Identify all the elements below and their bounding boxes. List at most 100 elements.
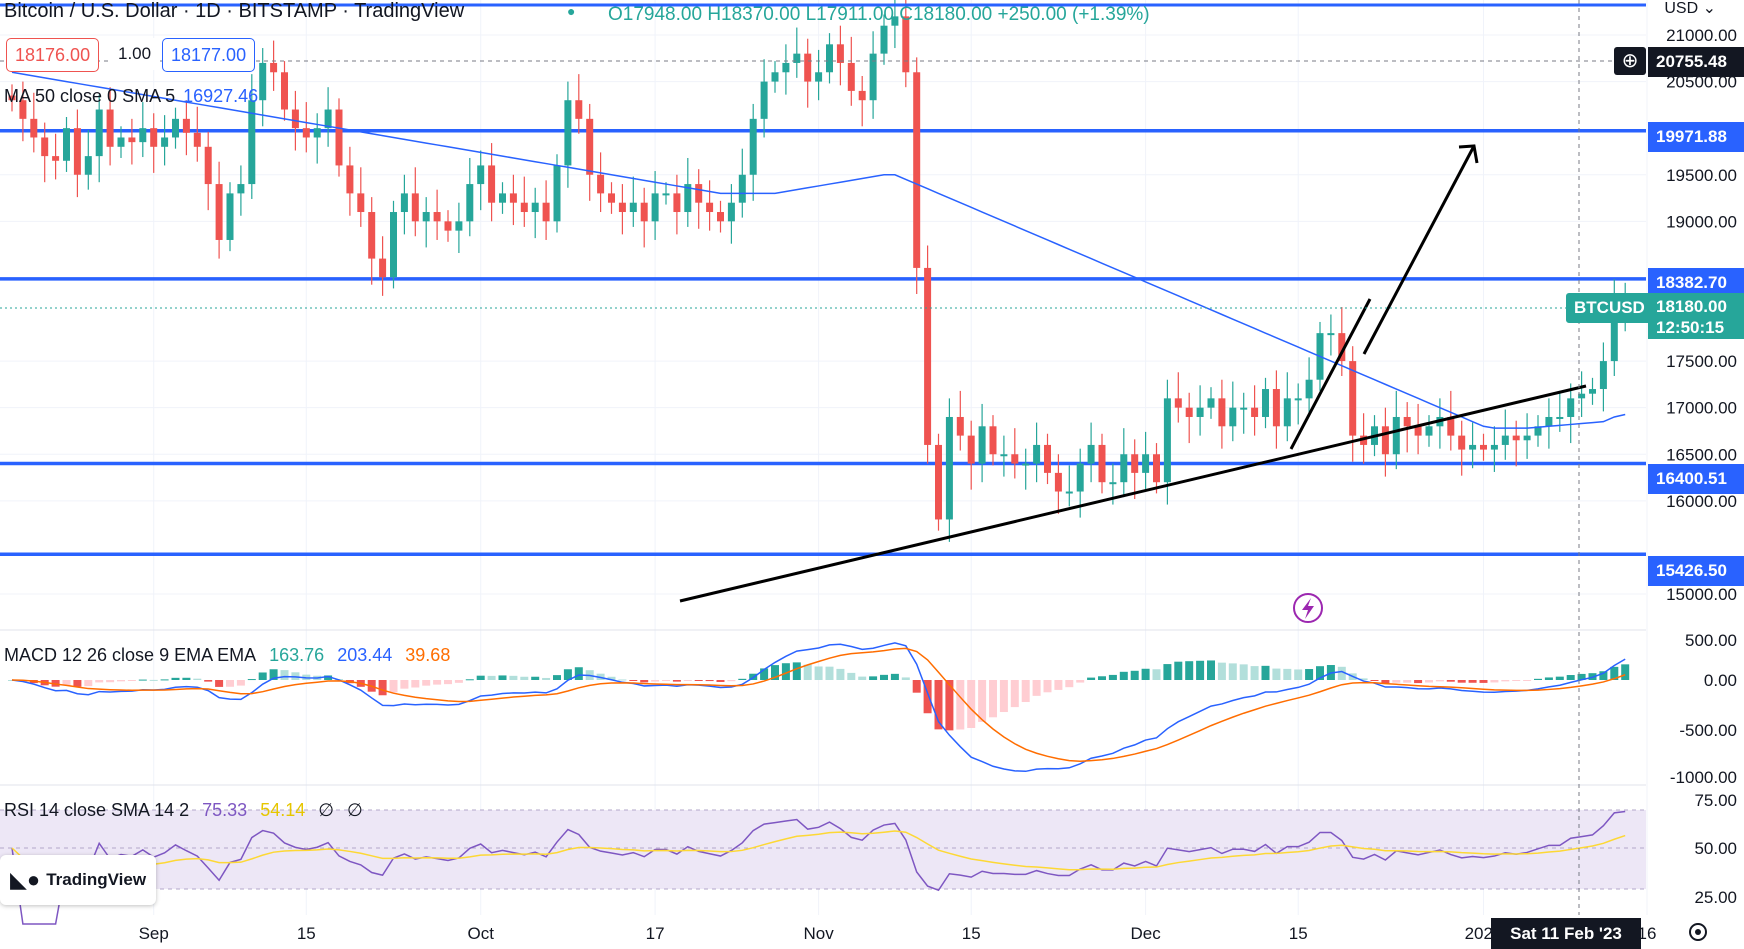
candle-body: [771, 72, 779, 82]
candle-body: [815, 72, 823, 82]
horizontal-levels[interactable]: [0, 129, 1646, 557]
rsi-legend[interactable]: RSI 14 close SMA 14 2 75.33 54.14 ∅ ∅: [4, 800, 363, 820]
macd-histogram-bar: [945, 680, 954, 731]
price-axis[interactable]: 15000.00 16000.00 16500.00 17000.00 17500.00…: [1666, 26, 1737, 907]
candle-body: [139, 128, 147, 143]
candle-body: [52, 156, 60, 161]
candle-body: [1065, 491, 1073, 494]
macd-histogram-bar: [1544, 677, 1553, 680]
add-alert-plus-icon[interactable]: ⊕: [1614, 47, 1646, 75]
spread-value: 1.00: [110, 38, 160, 70]
price-tick: 17500.00: [1666, 352, 1737, 371]
macd-histogram-bar: [1316, 666, 1324, 680]
rsi-sma-line: [11, 830, 1626, 882]
candle-body: [84, 156, 92, 175]
macd-histogram-bar: [1435, 680, 1444, 682]
rsi-tick: 25.00: [1694, 888, 1737, 907]
arrow-head: [1458, 144, 1479, 164]
macd-legend[interactable]: MACD 12 26 close 9 EMA EMA 163.76 203.44…: [4, 645, 451, 665]
macd-histogram-bar: [1403, 680, 1412, 683]
candle-body: [270, 62, 278, 73]
candle-body: [640, 202, 648, 222]
status-dot-icon: ●: [567, 3, 576, 19]
time-tick: Dec: [1130, 924, 1161, 943]
candle-body: [1185, 407, 1193, 417]
macd-histogram-bar: [106, 680, 115, 683]
candle-body: [1599, 361, 1607, 390]
candle-body: [1207, 398, 1215, 408]
macd-histogram-bar: [1555, 676, 1564, 680]
trend-drawings[interactable]: [679, 144, 1587, 603]
candle-body: [433, 212, 441, 222]
buy-button[interactable]: 18177.00: [162, 38, 256, 72]
macd-histogram-bar: [215, 680, 224, 687]
price-tick: 15000.00: [1666, 585, 1737, 604]
candle-body: [1000, 454, 1008, 457]
candle-body: [1578, 393, 1586, 399]
macd-histogram-bar: [836, 668, 845, 680]
ma-50-line: [11, 71, 1626, 429]
macd-histogram-bar: [825, 666, 834, 680]
level-label-s2[interactable]: 15426.50: [1648, 556, 1744, 586]
time-tick: 17: [646, 924, 665, 943]
candle-body: [1033, 444, 1041, 464]
projection-line-1[interactable]: [1289, 298, 1372, 450]
macd-histogram-bar: [553, 675, 561, 680]
candle-body: [1610, 305, 1618, 362]
projection-line-2[interactable]: [1362, 145, 1476, 355]
macd-histogram-bar: [651, 680, 660, 682]
ma-legend[interactable]: MA 50 close 0 SMA 5 16927.46: [4, 86, 259, 106]
candle-body: [73, 128, 81, 175]
candle-body: [324, 109, 332, 129]
macd-histogram-bar: [1141, 668, 1150, 680]
lightning-icon[interactable]: [1293, 593, 1323, 623]
macd-histogram-bar: [629, 680, 638, 681]
candle-body: [629, 202, 637, 213]
candle-body: [760, 81, 768, 119]
macd-histogram-bar: [236, 680, 245, 686]
candle-body: [1589, 389, 1596, 394]
candle-body: [1087, 444, 1095, 464]
settings-gear-icon[interactable]: [1689, 923, 1707, 941]
macd-histogram-bar: [716, 680, 725, 682]
macd-histogram-bar: [705, 680, 714, 682]
macd-histogram-bar: [683, 680, 692, 681]
candle-body: [1349, 361, 1357, 436]
level-label-s1[interactable]: 16400.51: [1648, 464, 1744, 494]
macd-histogram-bar: [923, 680, 932, 714]
candle-body: [1567, 398, 1575, 417]
sell-button[interactable]: 18176.00: [6, 38, 100, 72]
macd-histogram-bar: [1305, 669, 1314, 680]
candle-body: [128, 137, 136, 143]
candle-body: [215, 184, 223, 240]
candle-body: [422, 212, 430, 222]
candle-body: [1196, 407, 1204, 417]
macd-histogram-bar: [127, 680, 136, 681]
symbol-title[interactable]: Bitcoin / U.S. Dollar · 1D · BITSTAMP · …: [4, 0, 465, 22]
macd-histogram-bar: [1065, 680, 1074, 688]
candle-body: [259, 62, 267, 101]
candle-body: [749, 118, 757, 175]
macd-histogram-bar: [803, 664, 812, 680]
time-tick: 15: [962, 924, 981, 943]
rsi-tick: 75.00: [1694, 791, 1737, 810]
candle-body: [1447, 416, 1455, 436]
support-trendline[interactable]: [679, 384, 1587, 603]
macd-histogram-bar: [160, 679, 169, 681]
currency-selector[interactable]: USD ⌄: [1664, 0, 1716, 17]
macd-tick: 0.00: [1704, 671, 1737, 690]
candle-body: [248, 100, 256, 185]
macd-histogram-bar: [978, 680, 987, 722]
level-label-r2[interactable]: 19971.88: [1648, 122, 1744, 152]
candle-body: [1501, 435, 1509, 445]
macd-histogram-bar: [378, 680, 387, 696]
tradingview-logo[interactable]: ◣● TradingView: [0, 855, 156, 905]
candle-body: [1120, 454, 1128, 483]
macd-pane: [8, 642, 1630, 773]
macd-histogram-bar: [1446, 680, 1455, 682]
macd-histogram-bar: [1130, 670, 1139, 680]
macd-histogram-bar: [1457, 680, 1466, 683]
candle-body: [891, 16, 899, 26]
candle-body: [1556, 416, 1564, 419]
